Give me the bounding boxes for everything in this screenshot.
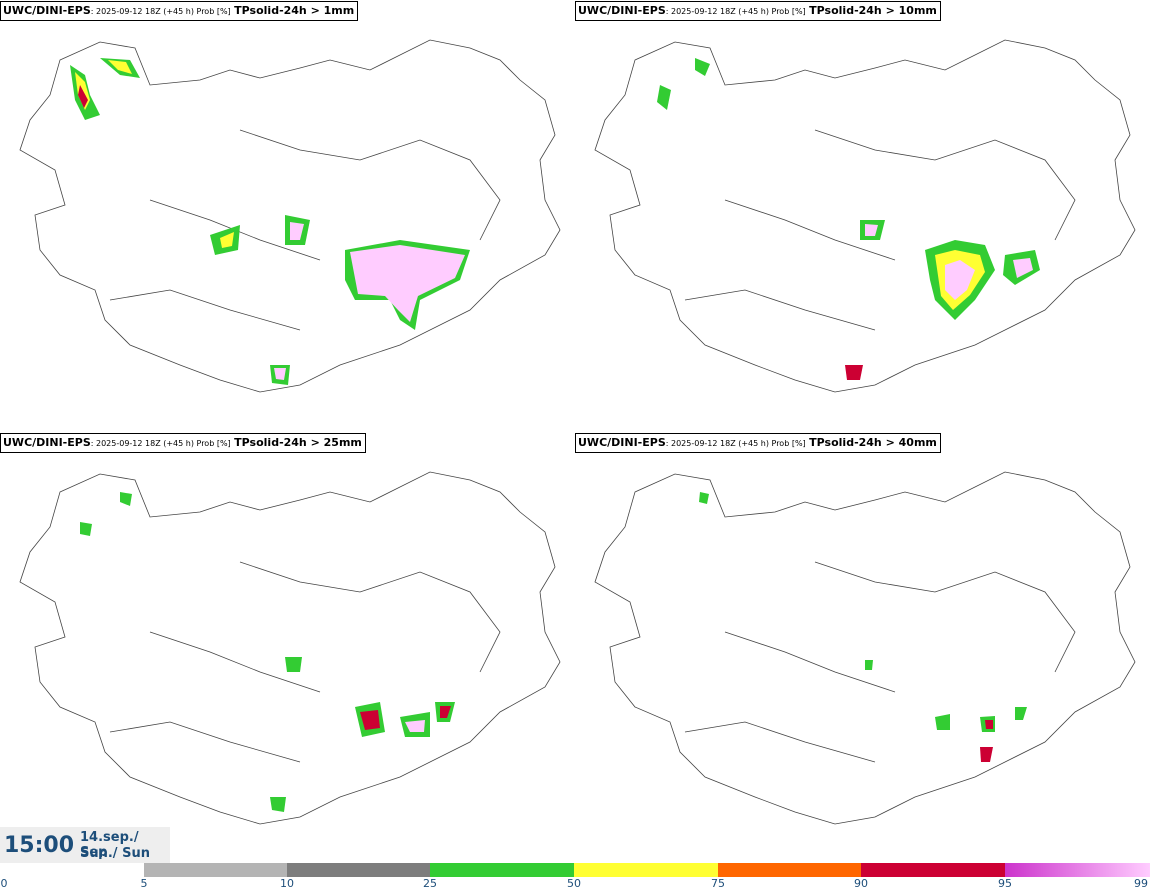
- probability-colorbar: [0, 863, 1150, 877]
- colorbar-ticks: 0 5 10 25 50 75 90 95 99: [0, 877, 1150, 891]
- tick-5: 5: [140, 877, 148, 890]
- valid-time: 15:00: [4, 833, 75, 858]
- cb-segment-25-50: [430, 863, 574, 877]
- panel-title: UWC/DINI-EPS: 2025-09-12 18Z (+45 h) Pro…: [0, 433, 366, 453]
- map-panel-10mm: UWC/DINI-EPS: 2025-09-12 18Z (+45 h) Pro…: [575, 0, 1150, 432]
- cb-segment-50-75: [574, 863, 718, 877]
- tick-50: 50: [567, 877, 581, 890]
- map-panel-40mm: UWC/DINI-EPS: 2025-09-12 18Z (+45 h) Pro…: [575, 432, 1150, 864]
- cb-segment-5-10: [144, 863, 287, 877]
- panel-title: UWC/DINI-EPS: 2025-09-12 18Z (+45 h) Pro…: [0, 1, 359, 21]
- tick-90: 90: [854, 877, 868, 890]
- tick-10: 10: [280, 877, 294, 890]
- valid-time-box: 15:00 14.sep./ Sep Sun./ Sun: [0, 827, 170, 863]
- map-panel-1mm: UWC/DINI-EPS: 2025-09-12 18Z (+45 h) Pro…: [0, 0, 575, 432]
- iceland-map-10mm: [594, 39, 1136, 393]
- cb-segment-90-95: [861, 863, 1005, 877]
- cb-segment-75-90: [718, 863, 861, 877]
- tick-99: 99: [1134, 877, 1148, 890]
- iceland-map-25mm: [19, 471, 561, 825]
- tick-0: 0: [0, 877, 8, 890]
- iceland-map-40mm: [594, 471, 1136, 825]
- cb-segment-10-25: [287, 863, 430, 877]
- map-panel-25mm: UWC/DINI-EPS: 2025-09-12 18Z (+45 h) Pro…: [0, 432, 575, 864]
- iceland-map-1mm: [19, 39, 561, 393]
- cb-segment-95-99: [1005, 863, 1150, 877]
- valid-date-line2: Sun./ Sun: [80, 846, 150, 861]
- tick-95: 95: [998, 877, 1012, 890]
- cb-segment-0-5: [0, 863, 144, 877]
- tick-75: 75: [711, 877, 725, 890]
- panel-title: UWC/DINI-EPS: 2025-09-12 18Z (+45 h) Pro…: [575, 1, 941, 21]
- valid-date-line1: 14.sep./ Sep: [80, 830, 139, 860]
- panel-title: UWC/DINI-EPS: 2025-09-12 18Z (+45 h) Pro…: [575, 433, 941, 453]
- tick-25: 25: [423, 877, 437, 890]
